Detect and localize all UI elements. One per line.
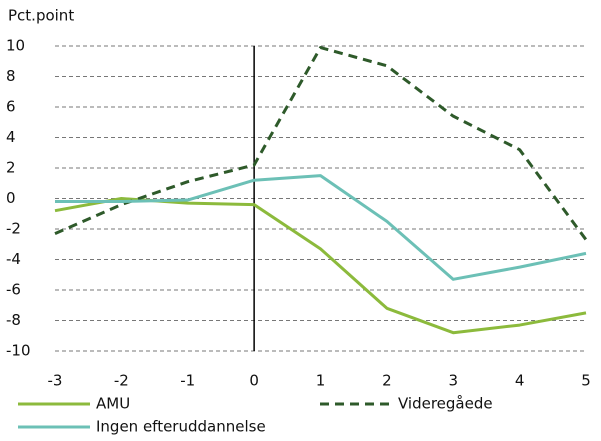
x-tick-label: -3 [48, 372, 63, 390]
legend-label: Videregåede [398, 395, 493, 413]
y-tick-label: 4 [6, 128, 16, 146]
y-tick-label: -2 [6, 220, 21, 238]
y-tick-label: 10 [6, 37, 25, 55]
series-line [55, 174, 587, 281]
x-tick-label: 0 [249, 372, 259, 390]
y-tick-label: 8 [6, 67, 16, 85]
x-tick-label: 1 [316, 372, 326, 390]
x-tick-label: 3 [448, 372, 458, 390]
y-tick-label: -10 [6, 342, 31, 360]
y-axis-label: Pct.point [8, 7, 74, 25]
x-tick-label: 5 [581, 372, 591, 390]
y-tick-label: 6 [6, 98, 16, 116]
legend-label: AMU [96, 395, 130, 413]
y-tick-label: -4 [6, 250, 21, 268]
y-tick-label: 0 [6, 189, 16, 207]
series-line [54, 197, 587, 335]
x-tick-label: 2 [382, 372, 392, 390]
y-tick-label: 2 [6, 159, 16, 177]
series-line [54, 46, 588, 241]
legend-label: Ingen efteruddannelse [96, 418, 266, 436]
x-tick-label: -2 [114, 372, 129, 390]
x-tick-label: -1 [180, 372, 195, 390]
y-tick-label: -6 [6, 281, 21, 299]
x-tick-label: 4 [515, 372, 525, 390]
y-tick-label: -8 [6, 311, 21, 329]
